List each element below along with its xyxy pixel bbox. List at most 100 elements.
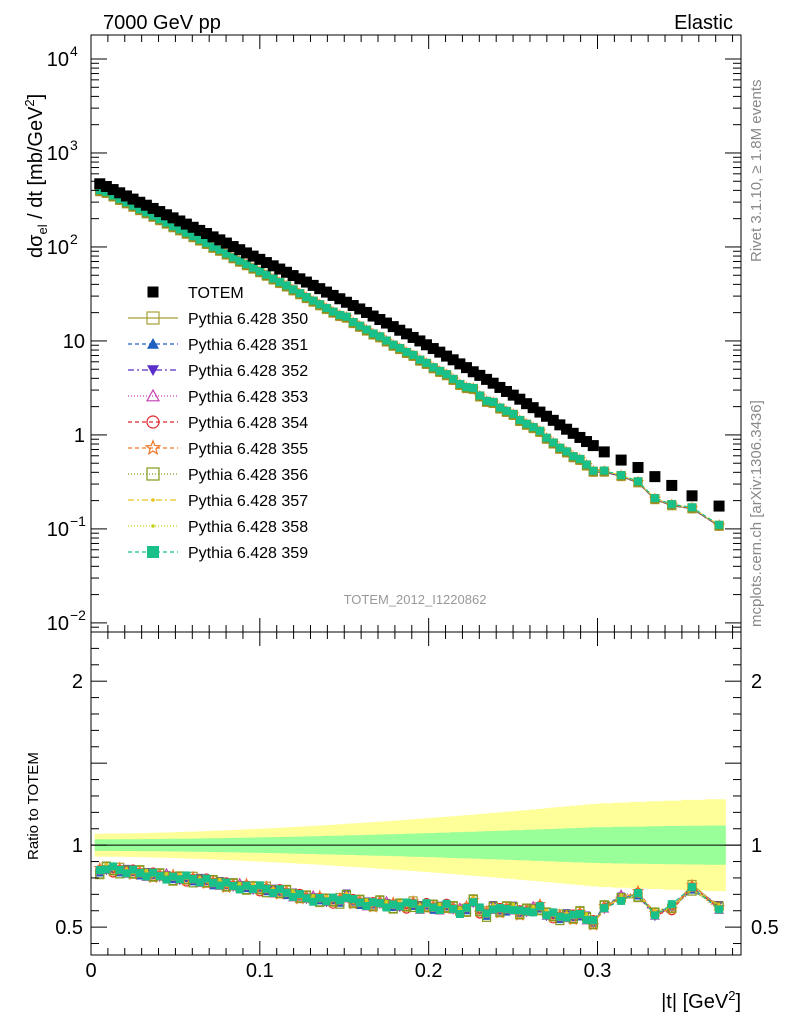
ratio-point — [667, 900, 676, 909]
totem-point — [300, 276, 312, 288]
ratio-point — [619, 893, 623, 897]
ratio-point — [582, 915, 591, 924]
ratio-y-axis-label: Ratio to TOTEM — [25, 752, 42, 860]
mc-point — [475, 391, 484, 400]
totem-point — [514, 393, 526, 405]
totem-point — [487, 377, 499, 389]
totem-point — [441, 350, 453, 362]
ratio-point — [469, 898, 478, 907]
ratio-point — [195, 878, 204, 887]
mc-point — [222, 249, 231, 258]
totem-point — [340, 296, 352, 308]
totem-point — [401, 328, 413, 340]
legend-label: Pythia 6.428 358 — [188, 519, 308, 536]
ratio-point — [402, 898, 411, 907]
totem-point — [247, 250, 259, 262]
ratio-point — [555, 912, 564, 921]
main-y-axis-label: dσel / dt [mb/GeV2] — [22, 94, 50, 258]
header-right: Elastic — [674, 12, 733, 34]
mc-point — [569, 452, 578, 461]
totem-point — [581, 436, 593, 448]
ratio-plot-frame — [90, 631, 742, 956]
ratio-point — [255, 881, 264, 890]
ratio-point — [109, 862, 118, 871]
mc-point — [202, 238, 211, 247]
totem-point — [254, 253, 266, 265]
mc-point — [309, 296, 318, 305]
mc-point — [289, 285, 298, 294]
mc-point — [95, 186, 104, 195]
totem-point — [474, 369, 486, 381]
legend-label: Pythia 6.428 351 — [188, 337, 308, 354]
ratio-point — [458, 906, 462, 910]
totem-point — [314, 283, 326, 295]
ratio-point — [489, 905, 498, 914]
mc-point — [409, 350, 418, 359]
totem-point — [220, 237, 232, 249]
mc-point — [169, 222, 178, 231]
ratio-point — [155, 872, 164, 881]
ratio-point — [311, 894, 315, 898]
legend-item: Pythia 6.428 354 — [128, 415, 308, 432]
ratio-point — [575, 910, 584, 919]
ratio-point — [315, 893, 324, 902]
totem-point — [287, 270, 299, 282]
header-left: 7000 GeV pp — [103, 12, 221, 34]
mc-point — [455, 380, 464, 389]
totem-point — [467, 366, 479, 378]
totem-point — [713, 500, 725, 512]
mc-point — [115, 194, 124, 203]
mc-point — [242, 260, 251, 269]
mc-point — [617, 471, 626, 480]
legend-marker — [147, 286, 159, 298]
mc-point — [322, 304, 331, 313]
ratio-point — [235, 885, 244, 894]
ratio-point — [364, 898, 369, 902]
y-tick-exponent: −1 — [70, 513, 86, 529]
ratio-point — [329, 893, 338, 902]
legend-marker — [146, 415, 160, 429]
mc-point — [315, 300, 324, 309]
legend-label: Pythia 6.428 350 — [188, 311, 308, 328]
ratio-point — [182, 871, 191, 880]
legend-label: Pythia 6.428 357 — [188, 493, 308, 510]
mc-point — [462, 383, 471, 392]
ratio-point — [149, 868, 158, 877]
mc-point — [429, 363, 438, 372]
mc-point — [209, 242, 218, 251]
ratio-point — [529, 908, 538, 917]
ratio-point — [102, 865, 111, 874]
ratio-point — [422, 899, 431, 908]
ratio-point — [515, 906, 524, 915]
ratio-point — [362, 901, 371, 910]
mc-point — [600, 466, 609, 475]
ratio-point — [222, 878, 231, 887]
ratio-point — [295, 890, 304, 899]
legend-item: Pythia 6.428 355 — [128, 439, 308, 458]
ratio-point — [562, 913, 571, 922]
ratio-point — [291, 889, 295, 893]
ratio-point — [129, 865, 138, 874]
legend-item: Pythia 6.428 356 — [128, 467, 308, 484]
totem-point — [460, 362, 472, 374]
mc-point — [229, 253, 238, 262]
ratio-point — [389, 900, 398, 909]
ratio-point — [142, 872, 151, 881]
ratio-point — [215, 881, 224, 890]
ratio-point — [482, 909, 491, 918]
legend-label: Pythia 6.428 355 — [188, 441, 308, 458]
totem-point — [587, 440, 599, 452]
totem-point — [561, 423, 573, 435]
x-tick-label: 0.2 — [415, 960, 443, 982]
mc-point — [489, 397, 498, 406]
legend-marker — [146, 467, 160, 481]
mc-point — [395, 344, 404, 353]
mc-point — [502, 406, 511, 415]
ratio-series-359 — [95, 862, 724, 925]
totem-point — [434, 346, 446, 358]
legend-label: Pythia 6.428 359 — [188, 545, 308, 562]
mc-point — [269, 274, 278, 283]
mc-point — [415, 355, 424, 364]
mc-point — [442, 370, 451, 379]
mc-point — [522, 419, 531, 428]
